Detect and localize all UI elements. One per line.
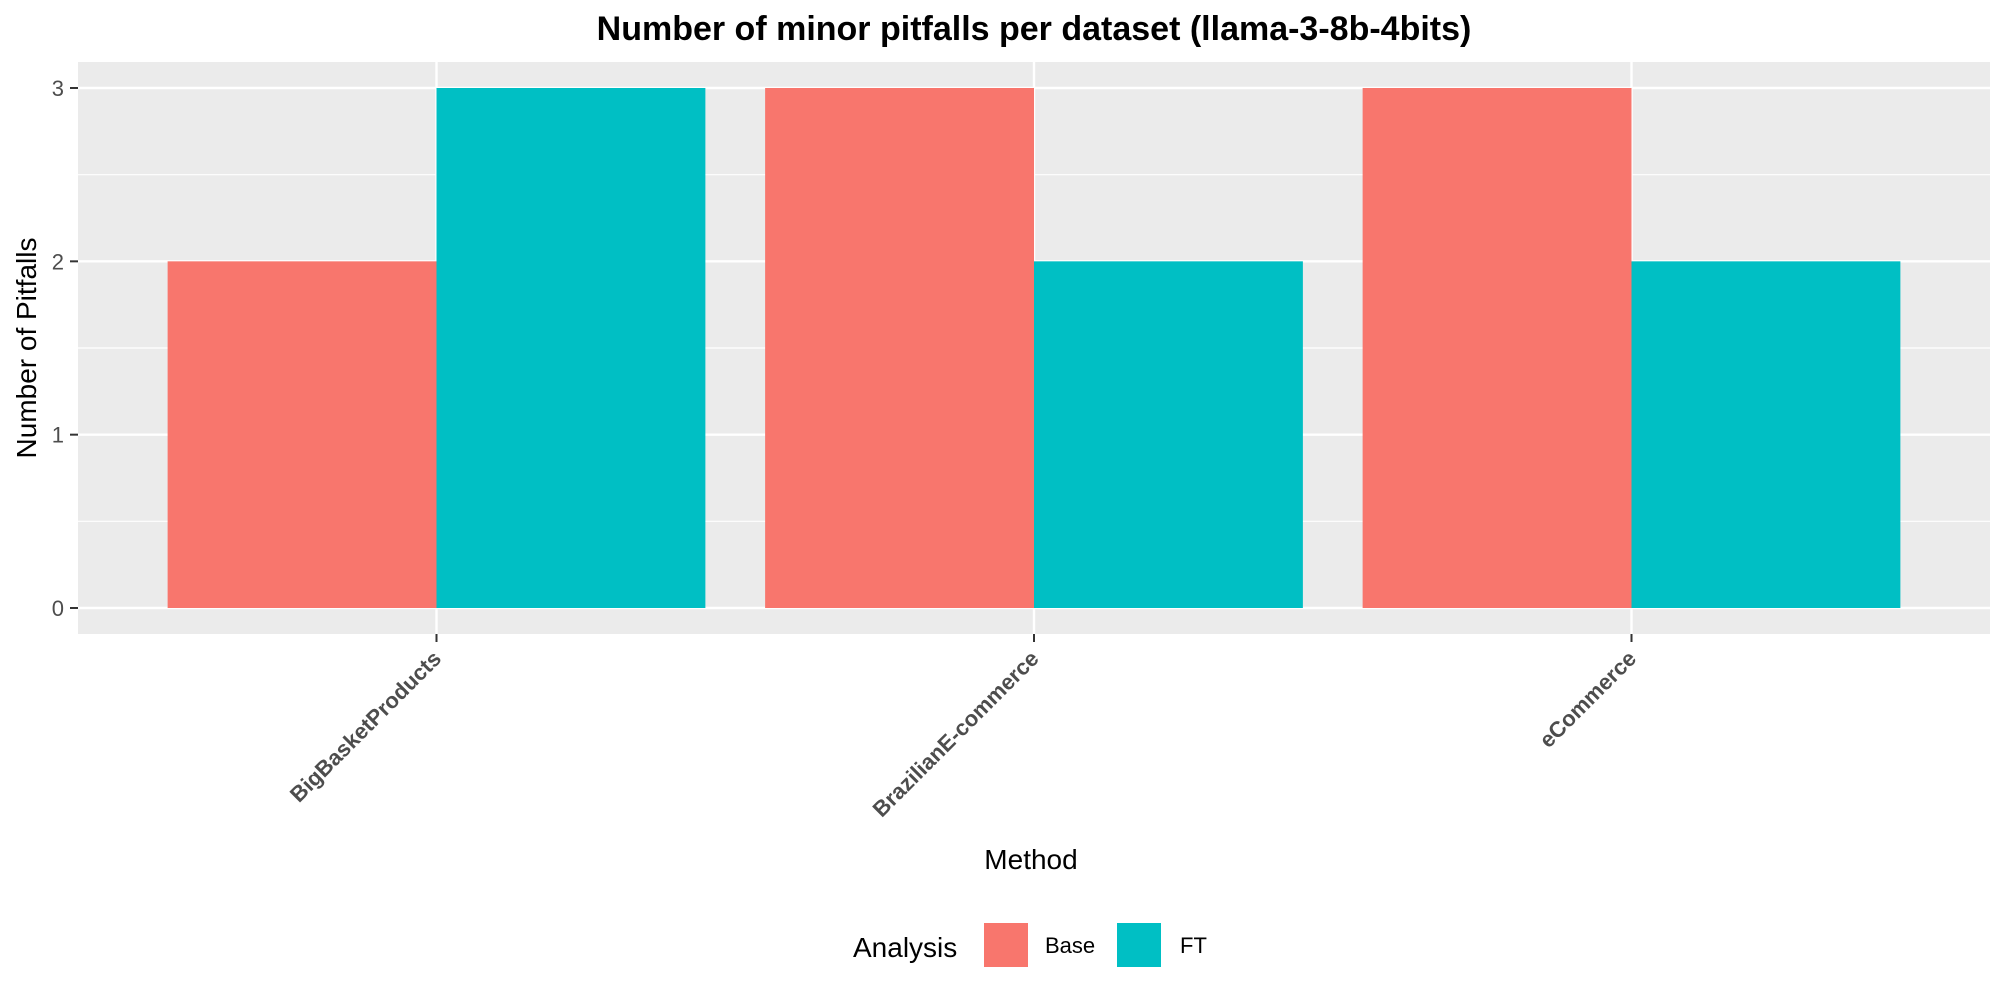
bar-ft-bigbasketproducts xyxy=(436,88,706,608)
chart-title: Number of minor pitfalls per dataset (ll… xyxy=(597,10,1472,48)
legend-key-ft xyxy=(1117,923,1161,967)
x-tick-label: BrazilianE-commerce xyxy=(868,646,1044,822)
bars xyxy=(167,88,1901,608)
y-tick-label: 1 xyxy=(52,423,64,448)
x-tick-label: eCommerce xyxy=(1534,646,1641,753)
bar-base-ecommerce xyxy=(1362,88,1632,608)
legend-key-base xyxy=(984,923,1028,967)
legend-label-base: Base xyxy=(1045,933,1095,958)
y-tick-label: 3 xyxy=(52,76,64,101)
bar-base-bigbasketproducts xyxy=(167,261,437,608)
legend-label-ft: FT xyxy=(1180,933,1207,958)
bar-base-braziliane-commerce xyxy=(765,88,1034,608)
x-tick-label: BigBasketProducts xyxy=(285,646,446,807)
y-tick-label: 2 xyxy=(52,249,64,274)
x-axis-title: Method xyxy=(984,844,1077,875)
bar-ft-ecommerce xyxy=(1631,261,1901,608)
y-tick-label: 0 xyxy=(52,596,64,621)
legend-title: Analysis xyxy=(853,932,957,963)
legend: Analysis Base FT xyxy=(853,923,1207,967)
bar-ft-braziliane-commerce xyxy=(1034,261,1303,608)
y-axis-title: Number of Pitfalls xyxy=(11,238,42,459)
